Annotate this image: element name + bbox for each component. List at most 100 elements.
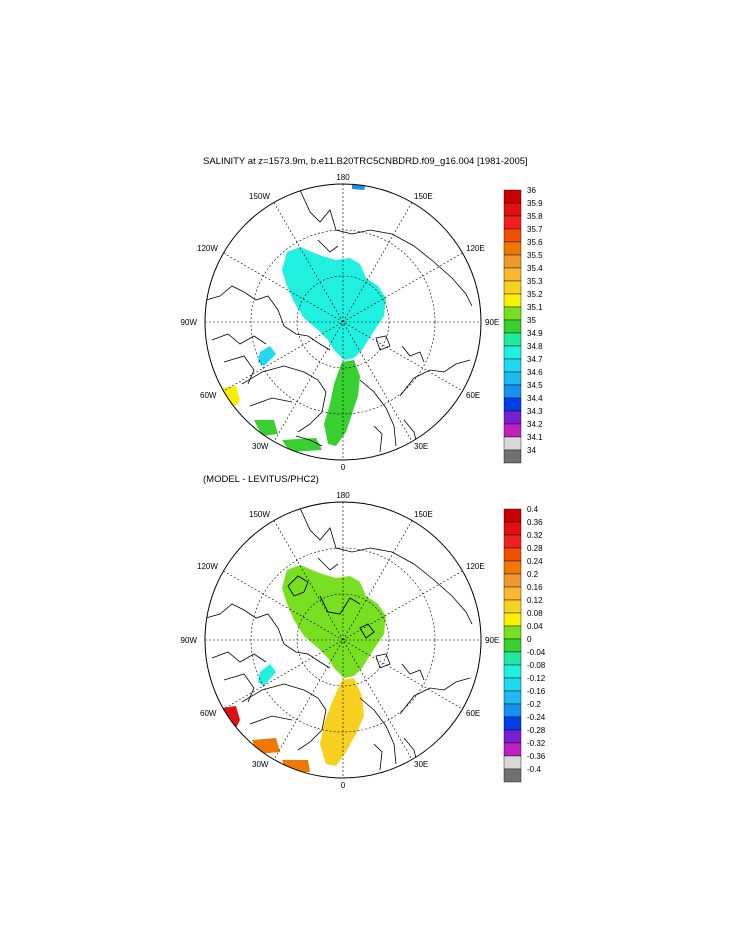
bottom-graticule <box>205 502 481 778</box>
bottom-label-30e: 30E <box>414 760 428 769</box>
bottom-colorbar: 0.4 0.36 0.32 0.28 0.24 0.2 0.16 0.12 0.08 0.04 0 -… <box>503 505 546 783</box>
top-colorbar-swatch <box>503 267 522 282</box>
bottom-colorbar-tick-label: 0.2 <box>527 570 539 579</box>
bottom-colorbar-swatch <box>503 560 522 575</box>
top-greenland-field-a <box>254 420 278 436</box>
bottom-label-120e: 120E <box>466 562 485 571</box>
bottom-colorbar-swatch <box>503 599 522 614</box>
bottom-label-60e: 60E <box>466 709 480 718</box>
top-map-title: SALINITY at z=1573.9m, b.e11.B20TRC5CNBD… <box>203 156 528 167</box>
top-label-60w: 60W <box>200 391 217 400</box>
bottom-coastlines <box>205 507 473 771</box>
top-colorbar-swatch <box>503 202 522 217</box>
bottom-colorbar-tick-label: 0.16 <box>527 583 543 592</box>
bottom-colorbar-tick-label: 0.4 <box>527 505 539 514</box>
bottom-label-60w: 60W <box>200 709 217 718</box>
top-colorbar-tick-label: 34 <box>527 446 536 455</box>
bottom-colorbar-swatch <box>503 664 522 679</box>
bottom-polar-map: 180 0 90W 90E 150W 120W 150E 120E 60W 30… <box>181 491 500 790</box>
top-colorbar-tick-label: 34.2 <box>527 420 543 429</box>
top-colorbar-swatch <box>503 410 522 425</box>
top-colorbar-tick-label: 35.4 <box>527 264 543 273</box>
top-colorbar-swatch <box>503 397 522 412</box>
top-map-frame <box>204 183 482 461</box>
top-label-150w: 150W <box>249 192 270 201</box>
bottom-label-180: 180 <box>336 491 350 500</box>
bottom-colorbar-swatch <box>503 755 522 770</box>
bottom-label-0: 0 <box>341 781 346 790</box>
bottom-colorbar-swatch <box>503 651 522 666</box>
top-colorbar-tick-label: 35.9 <box>527 199 543 208</box>
top-label-90e: 90E <box>485 318 499 327</box>
top-colorbar-tick-label: 34.8 <box>527 342 543 351</box>
top-colorbar-tick-label: 34.1 <box>527 433 543 442</box>
bottom-label-90e: 90E <box>485 636 499 645</box>
bottom-colorbar-swatch <box>503 703 522 718</box>
top-colorbar-tick-label: 35.6 <box>527 238 543 247</box>
bottom-colorbar-swatch <box>503 573 522 588</box>
bottom-colorbar-swatch <box>503 521 522 536</box>
top-colorbar-tick-label: 35.5 <box>527 251 543 260</box>
bottom-colorbar-tick-label: -0.32 <box>527 739 546 748</box>
bottom-colorbar-swatch <box>503 677 522 692</box>
top-colorbar-tick-label: 35.2 <box>527 290 543 299</box>
top-colorbar: 36 35.9 35.8 35.7 35.6 35.5 35.4 35.3 35.2 35.1 35… <box>503 186 543 464</box>
bottom-zero-contours <box>287 575 375 639</box>
bottom-colorbar-swatch <box>503 768 522 783</box>
top-arctic-salinity-field <box>282 247 386 360</box>
bottom-colorbar-tick-label: -0.24 <box>527 713 546 722</box>
top-colorbar-tick-label: 36 <box>527 186 536 195</box>
top-colorbar-swatch <box>503 332 522 347</box>
bottom-colorbar-tick-label: 0.24 <box>527 557 543 566</box>
bottom-colorbar-swatch <box>503 508 522 523</box>
bottom-colorbar-tick-label: 0 <box>527 635 532 644</box>
bottom-colorbar-tick-label: -0.2 <box>527 700 541 709</box>
top-baffin-field <box>258 346 276 366</box>
bottom-colorbar-tick-label: 0.28 <box>527 544 543 553</box>
bottom-colorbar-tick-label: 0.12 <box>527 596 543 605</box>
top-greenland-field-b <box>282 438 322 452</box>
top-colorbar-swatch <box>503 345 522 360</box>
top-colorbar-tick-label: 35.1 <box>527 303 543 312</box>
top-label-30w: 30W <box>252 442 269 451</box>
bottom-atlantic-difference-field <box>320 678 364 766</box>
top-label-90w: 90W <box>181 318 198 327</box>
bottom-label-90w: 90W <box>181 636 198 645</box>
bottom-colorbar-tick-label: -0.36 <box>527 752 546 761</box>
bottom-colorbar-tick-label: 0.36 <box>527 518 543 527</box>
top-colorbar-tick-label: 34.5 <box>527 381 543 390</box>
bottom-colorbar-tick-label: -0.28 <box>527 726 546 735</box>
bottom-colorbar-tick-label: 0.08 <box>527 609 543 618</box>
bottom-arctic-difference-field <box>282 565 386 678</box>
bottom-colorbar-tick-label: -0.04 <box>527 648 546 657</box>
top-colorbar-swatch <box>503 371 522 386</box>
top-colorbar-swatch <box>503 280 522 295</box>
top-colorbar-tick-label: 34.9 <box>527 329 543 338</box>
top-colorbar-swatch <box>503 254 522 269</box>
top-colorbar-tick-label: 35.7 <box>527 225 543 234</box>
bottom-colorbar-swatch <box>503 716 522 731</box>
bottom-colorbar-tick-label: -0.08 <box>527 661 546 670</box>
bottom-label-120w: 120W <box>197 562 218 571</box>
bottom-colorbar-swatch <box>503 547 522 562</box>
bottom-colorbar-tick-label: -0.16 <box>527 687 546 696</box>
top-colorbar-tick-label: 34.6 <box>527 368 543 377</box>
top-colorbar-tick-label: 34.7 <box>527 355 543 364</box>
top-label-30e: 30E <box>414 442 428 451</box>
top-atlantic-salinity-field <box>324 360 360 446</box>
bottom-colorbar-swatch <box>503 638 522 653</box>
bottom-colorbar-swatch <box>503 742 522 757</box>
bottom-map-frame <box>204 501 482 779</box>
top-colorbar-tick-label: 35.3 <box>527 277 543 286</box>
top-graticule <box>205 184 481 460</box>
top-label-180: 180 <box>336 173 350 182</box>
bottom-baffin-field <box>258 664 276 686</box>
bottom-colorbar-tick-label: -0.12 <box>527 674 546 683</box>
top-label-0: 0 <box>341 463 346 472</box>
top-colorbar-swatch <box>503 228 522 243</box>
top-colorbar-tick-label: 34.3 <box>527 407 543 416</box>
bottom-label-150e: 150E <box>414 510 433 519</box>
top-colorbar-swatch <box>503 319 522 334</box>
bottom-colorbar-swatch <box>503 729 522 744</box>
